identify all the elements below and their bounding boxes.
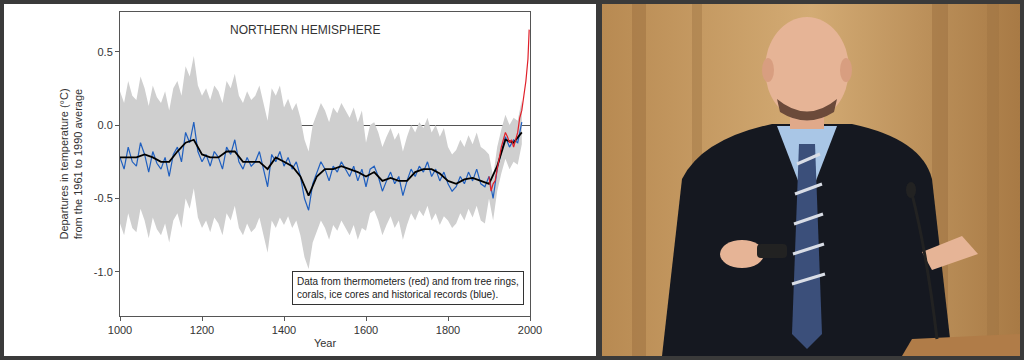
svg-text:0.5: 0.5 xyxy=(98,46,113,58)
svg-text:1200: 1200 xyxy=(190,324,214,336)
svg-text:1000: 1000 xyxy=(108,324,132,336)
svg-text:Year: Year xyxy=(314,337,337,349)
svg-text:-0.5: -0.5 xyxy=(94,192,113,204)
svg-text:1600: 1600 xyxy=(354,324,378,336)
svg-text:NORTHERN HEMISPHERE: NORTHERN HEMISPHERE xyxy=(230,23,380,37)
svg-text:1800: 1800 xyxy=(436,324,460,336)
svg-text:0.0: 0.0 xyxy=(98,119,113,131)
svg-text:1400: 1400 xyxy=(272,324,296,336)
svg-text:Departures in temperature (°C): Departures in temperature (°C)from the 1… xyxy=(58,88,84,239)
svg-text:-1.0: -1.0 xyxy=(94,266,113,278)
svg-text:Data from thermometers (red) a: Data from thermometers (red) and from tr… xyxy=(297,276,519,300)
svg-text:2000: 2000 xyxy=(518,324,542,336)
